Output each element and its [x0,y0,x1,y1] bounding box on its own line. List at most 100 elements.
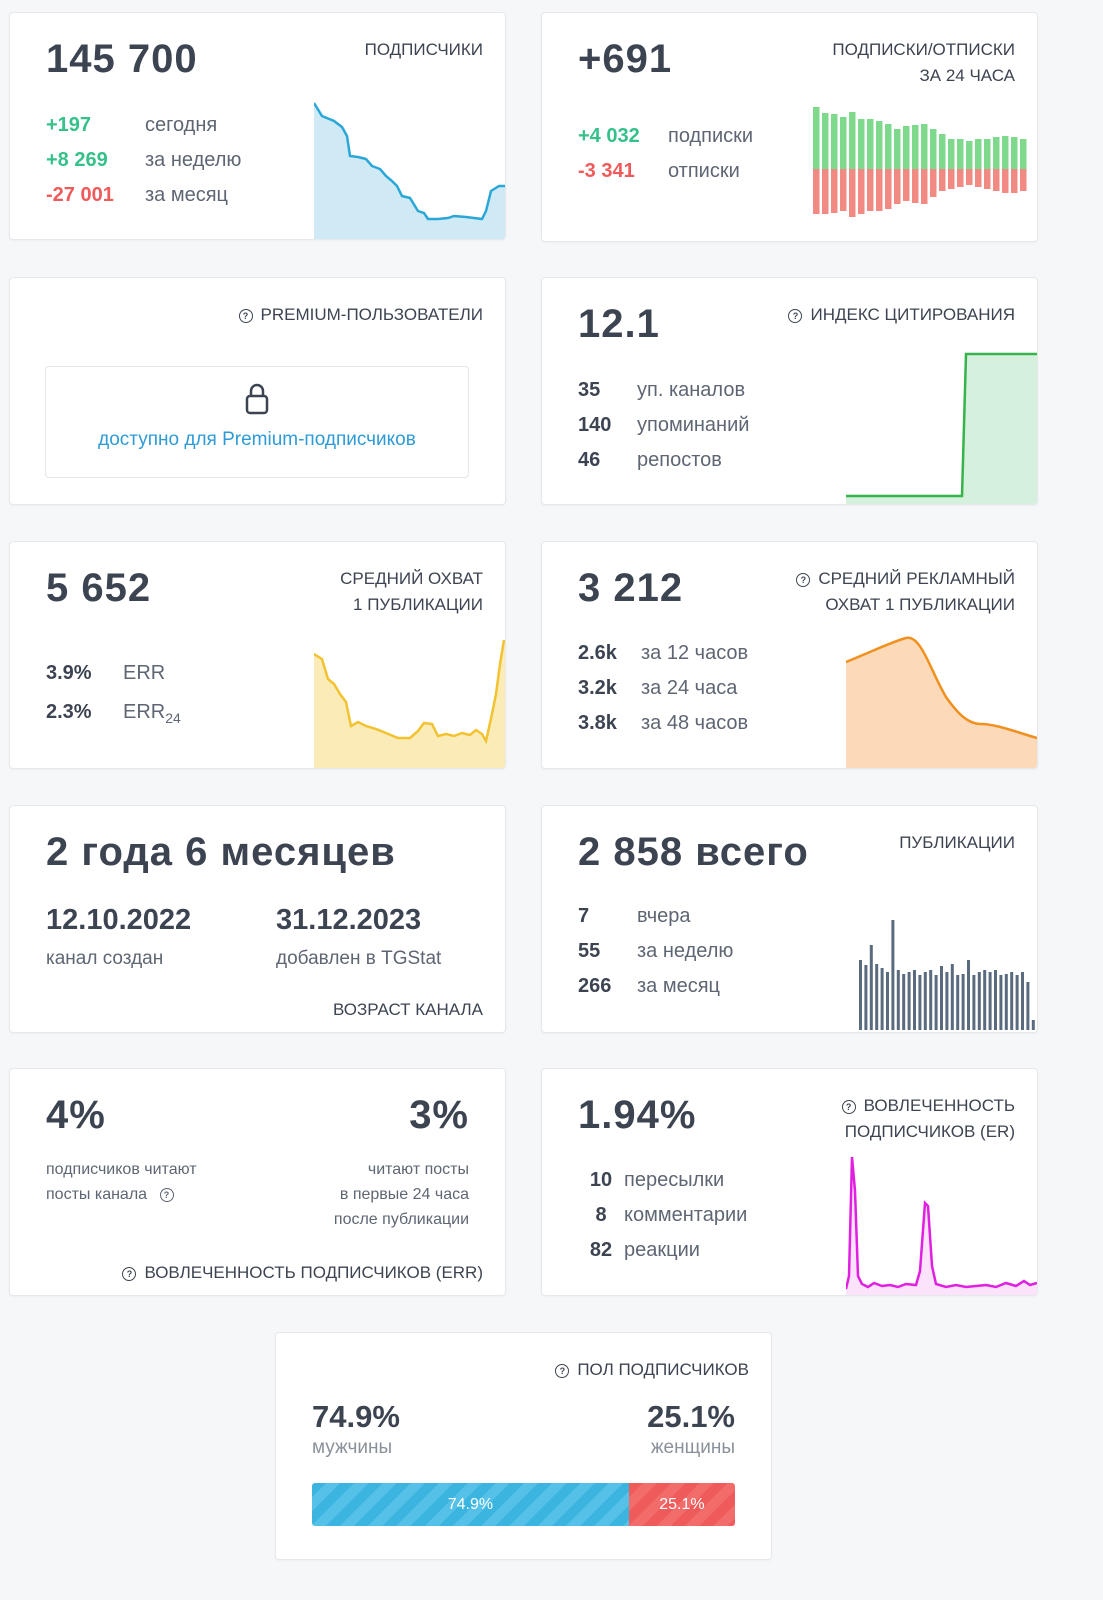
publication-bar [940,966,943,1030]
publication-bar [967,960,970,1030]
publication-bar [1004,974,1008,1030]
male-value: 74.9% [312,1399,400,1434]
subscribers-title: ПОДПИСЧИКИ [364,40,483,59]
subscribe-bar [903,126,910,169]
channel-age-card: 2 года 6 месяцев 12.10.2022 канал создан… [9,805,506,1033]
subs-unsubs-title: ПОДПИСКИ/ОТПИСКИ ЗА 24 ЧАСА [832,40,1015,85]
premium-lock-box: доступно для Premium-подписчиков [45,366,469,478]
stat-row: 2.6k за 12 часов [578,642,749,664]
unsubscribe-bar [1002,169,1009,193]
citation-area [846,354,1037,504]
subscribe-bar [930,129,937,169]
subscribe-bar [975,139,982,169]
avg-reach-sparkline [314,639,505,768]
citation-step-chart [846,352,1037,504]
help-icon[interactable]: ? [122,1267,137,1281]
publication-bar [972,975,976,1030]
publication-bar [950,964,954,1030]
avg-reach-area [314,640,505,768]
stat-row: +4 032 подписки [578,125,754,147]
subscribers-total: 145 700 [46,37,198,81]
unsubscribe-bar [894,169,901,204]
created-label: канал создан [46,948,164,969]
publication-bar [999,975,1003,1030]
subscribe-bar [993,137,1000,169]
unsubscribe-bar [939,169,946,191]
subscribe-bar [957,139,964,169]
publication-bar [918,975,922,1030]
avg-reach-value: 5 652 [46,566,152,610]
citation-index-value: 12.1 [578,302,660,346]
help-icon[interactable]: ? [238,309,253,323]
publication-bar [994,970,997,1030]
citation-line [846,352,1037,498]
err-card: 4% подписчиков читают посты канала ? 3% ч… [9,1068,506,1296]
publications-card: 2 858 всего ПУБЛИКАЦИИ 7 вчера 55 за недел… [541,805,1038,1033]
unsubscribe-bar [966,169,973,185]
male-label: мужчины [312,1437,393,1458]
publication-bar [913,970,916,1030]
stat-row: 266 за месяц [578,975,721,997]
subscribe-bar [867,119,874,169]
avg-reach-line [314,639,505,745]
ad-reach-card: 3 212 ? СРЕДНИЙ РЕКЛАМНЫЙ ОХВАТ 1 ПУБЛИКАЦ… [541,541,1038,769]
subscribers-sparkline [314,102,505,239]
publication-bar [977,972,981,1030]
male-share-bar: 74.9% [312,1483,629,1526]
subscribe-bar [1002,136,1009,169]
premium-card: ? PREMIUM-ПОЛЬЗОВАТЕЛИ доступно для Premi… [9,277,506,505]
subscribe-bar [858,119,865,169]
publication-bar [1021,972,1024,1030]
publication-bar [907,972,911,1030]
unsubscribe-bar [885,169,892,209]
created-date: 12.10.2022 [46,904,192,936]
publication-bar [1031,1020,1035,1030]
stat-row: 3.8k за 48 часов [578,712,749,734]
unsubscribe-bar [1020,169,1027,191]
subscribe-bar [921,124,928,169]
publication-bar [923,972,927,1030]
subscribe-bar [912,125,919,169]
er-area [846,1157,1037,1295]
stat-row: 46 репостов [578,449,722,471]
publication-bar [934,975,938,1030]
help-icon[interactable]: ? [555,1364,570,1378]
er-title: ? ВОВЛЕЧЕННОСТЬ ПОДПИСЧИКОВ (ER) [841,1093,1015,1145]
premium-link[interactable]: доступно для Premium-подписчиков [98,429,416,450]
unsubscribe-bar [930,169,937,197]
unsubscribe-bar [849,169,856,217]
subscribe-bar [1011,137,1018,169]
avg-reach-card: 5 652 СРЕДНИЙ ОХВАТ 1 ПУБЛИКАЦИИ 3.9% ERR … [9,541,506,769]
subscribe-bar [822,113,829,169]
publication-bar [859,960,862,1030]
unsubscribe-bar [813,169,820,214]
unsubscribe-bar [957,169,964,187]
gender-title: ? ПОЛ ПОДПИСЧИКОВ [555,1357,749,1383]
help-icon[interactable]: ? [788,309,803,323]
err-title: ? ВОВЛЕЧЕННОСТЬ ПОДПИСЧИКОВ (ERR) [122,1263,483,1283]
unsubscribe-bar [867,169,874,211]
subscribers-card: 145 700 ПОДПИСЧИКИ +197 сегодня +8 269 за … [9,12,506,240]
publication-bar [886,972,889,1030]
help-icon[interactable]: ? [841,1100,856,1114]
unsubscribe-bar [903,169,910,201]
added-label: добавлен в TGStat [276,948,442,969]
gender-bar: 74.9% 25.1% [312,1483,735,1526]
err-right-label: читают посты в первые 24 часа после публик… [333,1161,469,1228]
publication-bar [896,970,900,1030]
unsubscribe-bar [984,169,991,189]
ad-reach-line [846,636,1037,740]
err-right-value: 3% [409,1093,469,1137]
added-date: 31.12.2023 [276,904,422,936]
subscribe-bar [831,114,838,169]
stat-row: 10 пересылки [589,1169,725,1191]
ad-reach-curve [846,636,1037,768]
unsubscribe-bar [921,169,928,204]
unsubscribe-bar [975,169,982,187]
help-icon[interactable]: ? [159,1188,174,1202]
err-left-label: подписчиков читают посты канала ? [46,1161,197,1203]
stat-row: -27 001 за месяц [46,184,229,206]
channel-age-value: 2 года 6 месяцев [46,830,396,874]
unsubscribe-bar [1011,169,1018,193]
help-icon[interactable]: ? [796,573,811,587]
